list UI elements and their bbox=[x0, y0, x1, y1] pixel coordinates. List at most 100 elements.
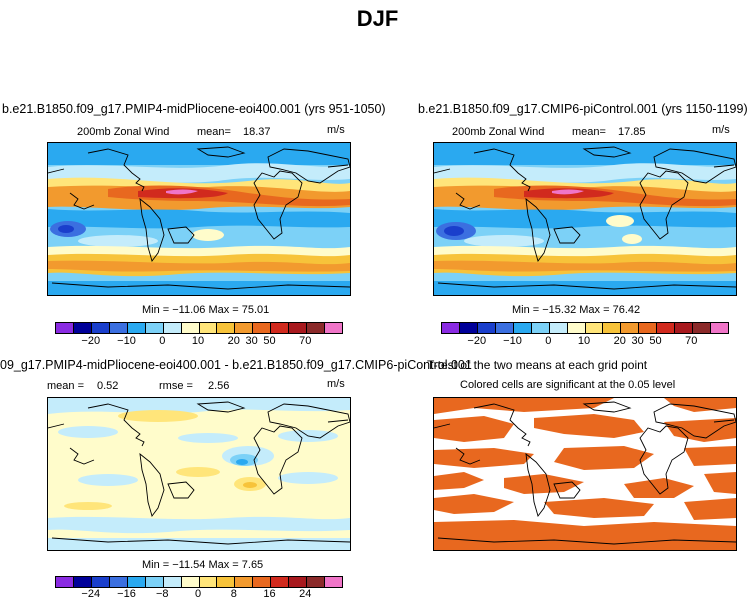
colorbar-swatch bbox=[495, 323, 514, 333]
colorbar-swatch bbox=[253, 577, 272, 587]
colorbar-tick-label: 8 bbox=[230, 588, 237, 600]
panel3-mean-value: 0.52 bbox=[97, 380, 119, 392]
panel4-subtitle: Colored cells are significant at the 0.0… bbox=[460, 379, 676, 391]
colorbar-swatch bbox=[109, 577, 128, 587]
colorbar-swatch bbox=[56, 323, 74, 333]
colorbar-tick-label: 16 bbox=[263, 588, 276, 600]
panel2-mean-value: 17.85 bbox=[618, 126, 646, 138]
colorbar-swatch bbox=[549, 323, 568, 333]
colorbar-swatch bbox=[145, 323, 164, 333]
colorbar-swatch bbox=[127, 577, 146, 587]
colorbar-tick-label: 50 bbox=[649, 335, 662, 347]
colorbar-swatch bbox=[217, 577, 236, 587]
colorbar-tick-label: −20 bbox=[467, 335, 487, 347]
colorbar-tick-label: 30 bbox=[631, 335, 644, 347]
colorbar-swatch bbox=[289, 323, 308, 333]
colorbar-swatch bbox=[217, 323, 236, 333]
colorbar-tick-label: 0 bbox=[545, 335, 552, 347]
colorbar-swatch bbox=[442, 323, 460, 333]
panel3-map-svg bbox=[48, 398, 350, 550]
colorbar-tick-label: 10 bbox=[577, 335, 591, 347]
panel2-variable: 200mb Zonal Wind bbox=[452, 126, 545, 138]
panel3-colorbar bbox=[55, 576, 343, 588]
figure-title: DJF bbox=[356, 6, 399, 31]
colorbar-tick-label: −8 bbox=[155, 588, 169, 600]
colorbar-swatch bbox=[711, 323, 728, 333]
panel2-colorbar-ticks: −20 −10 0 10 20 30 50 70 bbox=[441, 335, 729, 349]
colorbar-swatch bbox=[181, 577, 200, 587]
panel1-map bbox=[47, 142, 351, 296]
colorbar-swatch bbox=[639, 323, 658, 333]
panel1-colorbar bbox=[55, 322, 343, 334]
colorbar-swatch bbox=[235, 577, 254, 587]
colorbar-swatch bbox=[181, 323, 200, 333]
colorbar-swatch bbox=[109, 323, 128, 333]
colorbar-swatch bbox=[459, 323, 478, 333]
panel4-map bbox=[433, 397, 737, 551]
colorbar-swatch bbox=[603, 323, 622, 333]
colorbar-swatch bbox=[91, 577, 110, 587]
colorbar-swatch bbox=[73, 577, 92, 587]
panel1-mean-label: mean= bbox=[197, 126, 231, 138]
panel3-rmse-label: rmse = bbox=[159, 380, 193, 392]
panel2-units: m/s bbox=[712, 124, 730, 136]
colorbar-swatch bbox=[693, 323, 712, 333]
colorbar-swatch bbox=[325, 323, 342, 333]
colorbar-swatch bbox=[585, 323, 604, 333]
colorbar-swatch bbox=[657, 323, 676, 333]
panel3-minmax: Min = −11.54 Max = 7.65 bbox=[142, 559, 264, 571]
colorbar-swatch bbox=[675, 323, 694, 333]
panel3-units: m/s bbox=[327, 378, 345, 390]
panel1-units: m/s bbox=[327, 124, 345, 136]
colorbar-swatch bbox=[163, 577, 182, 587]
colorbar-tick-label: −20 bbox=[81, 335, 101, 347]
colorbar-swatch bbox=[531, 323, 550, 333]
colorbar-swatch bbox=[253, 323, 272, 333]
colorbar-tick-label: 30 bbox=[245, 335, 258, 347]
colorbar-swatch bbox=[199, 323, 218, 333]
panel3-title: 09_g17.PMIP4-midPliocene-eoi400.001 - b.… bbox=[0, 358, 472, 372]
colorbar-tick-label: 0 bbox=[194, 588, 202, 600]
panel1-minmax: Min = −11.06 Max = 75.01 bbox=[142, 304, 270, 316]
colorbar-swatch bbox=[56, 577, 74, 587]
colorbar-swatch bbox=[477, 323, 496, 333]
colorbar-swatch bbox=[513, 323, 532, 333]
panel1-variable: 200mb Zonal Wind bbox=[77, 126, 170, 138]
colorbar-swatch bbox=[199, 577, 218, 587]
panel2-title: b.e21.B1850.f09_g17.CMIP6-piControl.001 … bbox=[418, 102, 748, 116]
colorbar-tick-label: −10 bbox=[117, 335, 136, 347]
colorbar-tick-label: 20 bbox=[613, 335, 626, 347]
panel2-minmax: Min = −15.32 Max = 76.42 bbox=[512, 304, 641, 316]
colorbar-swatch bbox=[289, 577, 308, 587]
colorbar-tick-label: 70 bbox=[685, 335, 698, 347]
colorbar-swatch bbox=[271, 323, 290, 333]
panel2-map-svg bbox=[434, 143, 736, 295]
colorbar-swatch bbox=[307, 323, 326, 333]
colorbar-tick-label: 50 bbox=[263, 335, 276, 347]
colorbar-swatch bbox=[235, 323, 254, 333]
panel1-colorbar-ticks: −20 −10 0 10 20 30 50 70 bbox=[55, 335, 343, 349]
panel3-map bbox=[47, 397, 351, 551]
colorbar-swatch bbox=[145, 577, 164, 587]
colorbar-swatch bbox=[567, 323, 586, 333]
colorbar-tick-label: −10 bbox=[503, 335, 522, 347]
panel1-title: b.e21.B1850.f09_g17.PMIP4-midPliocene-eo… bbox=[2, 102, 386, 116]
colorbar-tick-label: 70 bbox=[299, 335, 312, 347]
panel2-colorbar bbox=[441, 322, 729, 334]
colorbar-swatch bbox=[325, 577, 342, 587]
colorbar-swatch bbox=[91, 323, 110, 333]
panel3-rmse-value: 2.56 bbox=[208, 380, 230, 392]
colorbar-swatch bbox=[621, 323, 640, 333]
colorbar-swatch bbox=[73, 323, 92, 333]
panel4-title: T-test of the two means at each grid poi… bbox=[427, 358, 648, 372]
panel2-map bbox=[433, 142, 737, 296]
panel1-mean-value: 18.37 bbox=[243, 126, 271, 138]
colorbar-tick-label: 10 bbox=[191, 335, 205, 347]
colorbar-tick-label: −24 bbox=[81, 588, 101, 600]
panel3-mean-label: mean = bbox=[47, 380, 84, 392]
colorbar-swatch bbox=[271, 577, 290, 587]
colorbar-tick-label: 20 bbox=[227, 335, 240, 347]
panel2-mean-label: mean= bbox=[572, 126, 606, 138]
colorbar-swatch bbox=[163, 323, 182, 333]
panel3-colorbar-ticks: −24 −16 −8 0 8 16 24 bbox=[55, 588, 343, 600]
